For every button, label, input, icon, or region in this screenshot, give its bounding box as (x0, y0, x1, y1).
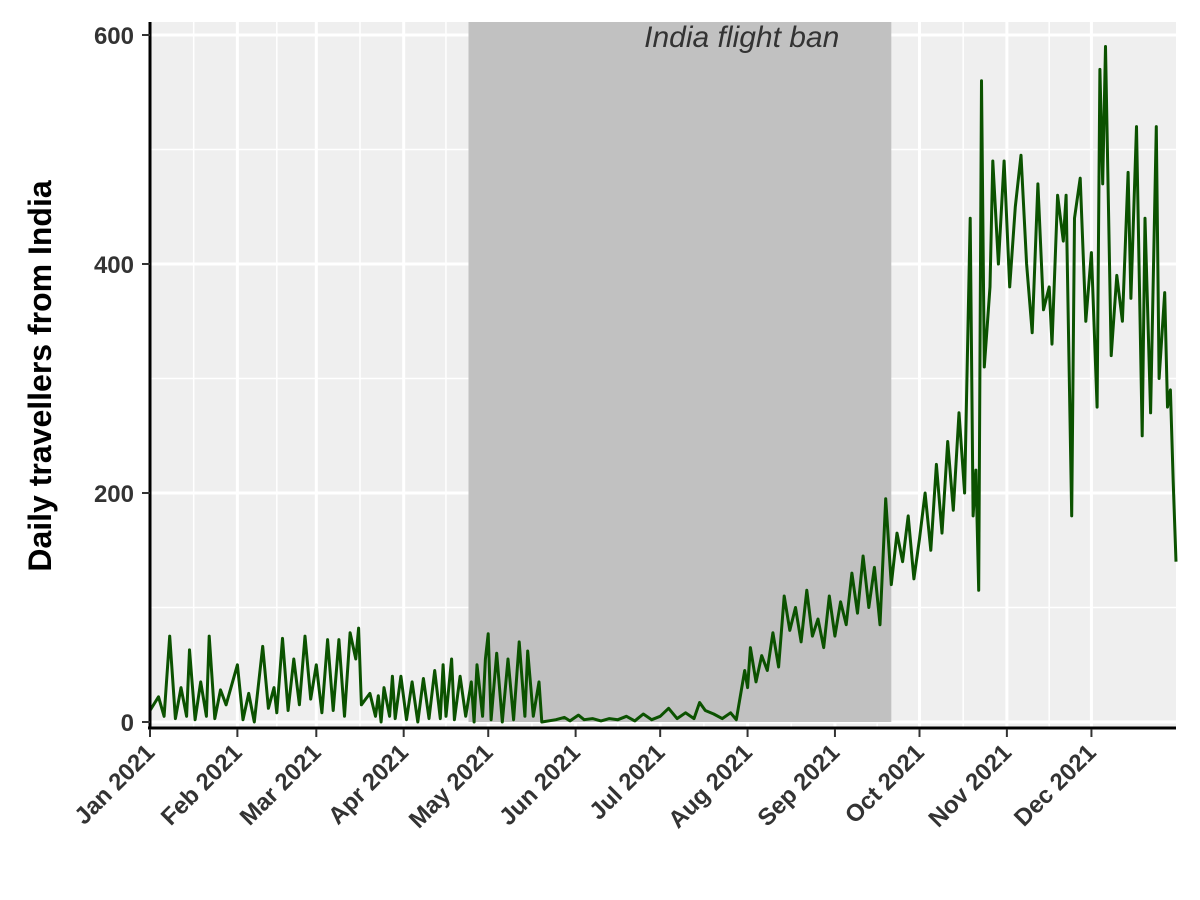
y-axis-title: Daily travellers from India (22, 180, 58, 571)
flight-ban-band (468, 22, 892, 722)
x-tick-label: Dec 2021 (1009, 739, 1102, 832)
series-line (148, 45, 1178, 724)
x-tick-label: May 2021 (404, 739, 499, 834)
x-tick-label: Nov 2021 (923, 739, 1017, 833)
x-tick-label: Aug 2021 (663, 739, 758, 834)
y-tick-label: 400 (94, 252, 134, 279)
x-tick-label: Jan 2021 (69, 739, 160, 830)
x-tick-label: Jun 2021 (494, 739, 586, 831)
y-tick-label: 0 (121, 710, 134, 737)
flight-ban-label: India flight ban (644, 21, 839, 54)
x-tick-label: Feb 2021 (156, 739, 248, 831)
x-tick-label: Apr 2021 (323, 739, 414, 830)
x-tick-label: Mar 2021 (235, 739, 327, 831)
x-tick-label: Oct 2021 (840, 739, 930, 829)
y-tick-label: 600 (94, 23, 134, 50)
y-tick-label: 200 (94, 481, 134, 508)
x-tick-label: Jul 2021 (584, 739, 670, 825)
x-tick-label: Sep 2021 (752, 739, 845, 832)
